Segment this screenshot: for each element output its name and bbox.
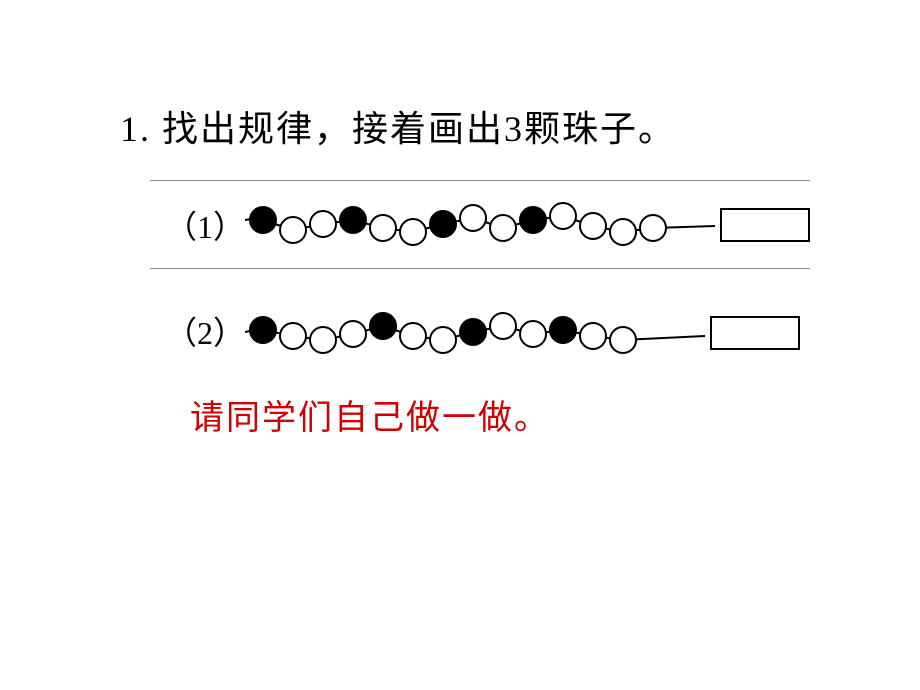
bead xyxy=(520,207,546,233)
beads-row-1 xyxy=(245,190,725,260)
bead xyxy=(400,323,426,349)
bead xyxy=(370,313,396,339)
divider-mid xyxy=(150,268,810,269)
bead xyxy=(460,319,486,345)
bead xyxy=(430,211,456,237)
row1-label: （1） xyxy=(165,202,245,248)
instruction-text: 请同学们自己做一做。 xyxy=(190,390,550,439)
bead xyxy=(310,327,336,353)
bead xyxy=(580,323,606,349)
bead xyxy=(490,215,516,241)
question-title: 1. 找出规律，接着画出3颗珠子。 xyxy=(120,100,676,152)
bead xyxy=(550,203,576,229)
bead xyxy=(370,215,396,241)
bead xyxy=(280,323,306,349)
bead xyxy=(520,321,546,347)
bead xyxy=(490,313,516,339)
bead xyxy=(550,317,576,343)
bead xyxy=(310,211,336,237)
bead xyxy=(610,327,636,353)
divider-top xyxy=(150,180,810,181)
bead xyxy=(580,213,606,239)
row2-label: （2） xyxy=(165,308,245,354)
bead xyxy=(250,207,276,233)
bead xyxy=(460,205,486,231)
bead xyxy=(430,327,456,353)
bead xyxy=(640,215,666,241)
beads-row-2 xyxy=(245,296,725,366)
answer-box-2[interactable] xyxy=(710,316,800,350)
bead xyxy=(400,219,426,245)
bead xyxy=(340,207,366,233)
bead xyxy=(340,321,366,347)
bead xyxy=(610,219,636,245)
answer-box-1[interactable] xyxy=(720,208,810,242)
bead xyxy=(280,217,306,243)
bead xyxy=(250,317,276,343)
